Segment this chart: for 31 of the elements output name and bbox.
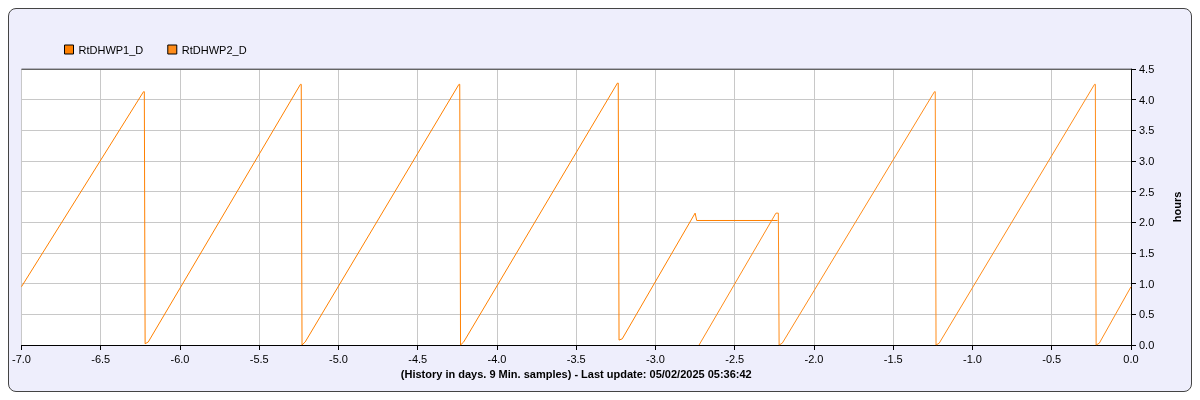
- x-tick-label: -3.0: [646, 352, 665, 365]
- x-axis-title: (History in days. 9 Min. samples) - Last update: 05/02/2025 05:36:42: [400, 368, 752, 381]
- x-tick-label: -1.0: [963, 352, 982, 365]
- y-tick-label: 1.5: [1139, 247, 1155, 259]
- x-tick-label: -2.0: [804, 352, 824, 365]
- legend-label: RtDHWP2_D: [181, 43, 247, 56]
- x-tick-label: -7.0: [11, 352, 31, 365]
- y-axis-title: hours: [1170, 191, 1183, 223]
- x-tick-label: -1.5: [883, 352, 903, 365]
- legend-label: RtDHWP1_D: [78, 43, 144, 56]
- line-series: [698, 83, 1132, 346]
- y-tick-label: 2.5: [1139, 185, 1155, 198]
- x-tick-label: -4.0: [487, 352, 507, 365]
- y-tick-label: 4.0: [1139, 93, 1155, 106]
- y-tick-label: 3.0: [1139, 155, 1155, 167]
- line-series: [20, 82, 779, 346]
- x-tick-label: 0.0: [1123, 352, 1139, 365]
- x-tick-label: -0.5: [1042, 352, 1062, 365]
- y-tick-label: 2.0: [1139, 216, 1155, 229]
- x-tick-label: -6.5: [91, 352, 111, 365]
- x-tick-label: -6.0: [170, 352, 190, 365]
- x-tick-label: -4.5: [408, 352, 428, 365]
- x-tick-label: -2.5: [725, 352, 745, 365]
- x-tick-label: -5.5: [249, 352, 269, 365]
- y-tick-label: 1.0: [1139, 277, 1155, 290]
- y-tick-label: 0.0: [1139, 339, 1155, 351]
- x-tick-label: -3.5: [566, 352, 586, 365]
- y-tick-label: 4.5: [1139, 63, 1155, 75]
- x-tick-label: -5.0: [329, 352, 348, 365]
- y-tick-label: 3.5: [1139, 124, 1155, 137]
- y-tick-label: 0.5: [1139, 308, 1155, 321]
